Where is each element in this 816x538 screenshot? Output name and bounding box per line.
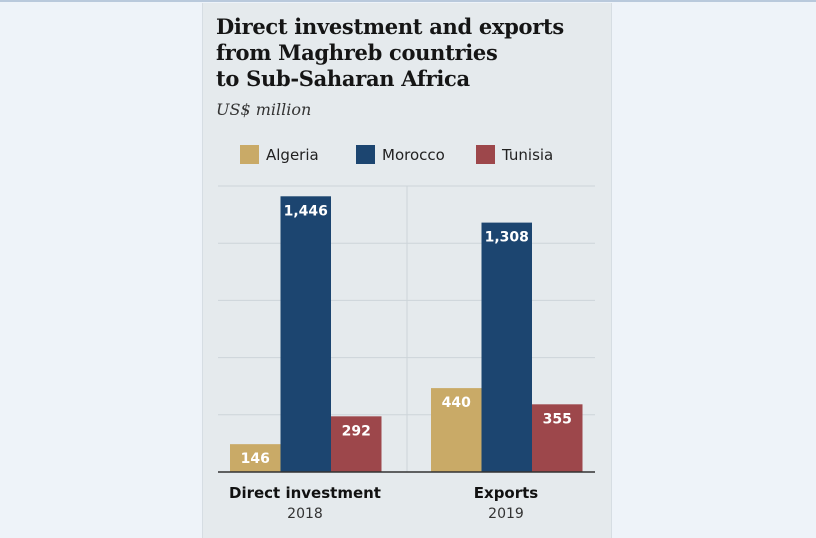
bar-morocco	[481, 222, 532, 472]
data-label: 1,308	[485, 230, 529, 246]
legend-item-morocco: Morocco	[356, 145, 445, 164]
data-label: 1,446	[284, 203, 328, 219]
top-border	[0, 0, 816, 2]
chart-subtitle: US$ million	[216, 100, 312, 119]
legend-item-tunisia: Tunisia	[476, 145, 553, 164]
bar-algeria	[431, 388, 482, 472]
category-year: 2018	[287, 506, 323, 522]
bar-tunisia	[331, 416, 382, 472]
category-name: Exports	[473, 484, 539, 502]
legend-label: Morocco	[382, 145, 445, 164]
data-label: 146	[241, 451, 270, 467]
bar-morocco	[280, 196, 331, 472]
category-name: Direct investment	[229, 484, 381, 502]
category-label-0: Direct investment 2018	[205, 484, 405, 522]
category-year: 2019	[488, 506, 524, 522]
title-line-1: Direct investment and exports	[216, 14, 564, 39]
legend: Algeria Morocco Tunisia	[0, 145, 816, 167]
legend-item-algeria: Algeria	[240, 145, 319, 164]
data-label: 292	[342, 423, 371, 439]
title-line-2: from Maghreb countries	[216, 40, 498, 65]
data-label: 440	[442, 395, 471, 411]
chart-title: Direct investment and exports from Maghr…	[216, 14, 596, 92]
title-line-3: to Sub-Saharan Africa	[216, 66, 470, 91]
data-label: 355	[543, 411, 572, 427]
bar-tunisia	[532, 404, 583, 472]
legend-swatch	[356, 145, 375, 164]
bar-algeria	[230, 444, 281, 472]
category-label-1: Exports 2019	[406, 484, 606, 522]
legend-label: Algeria	[266, 145, 319, 164]
legend-label: Tunisia	[502, 145, 554, 164]
legend-swatch	[476, 145, 495, 164]
legend-swatch	[240, 145, 259, 164]
